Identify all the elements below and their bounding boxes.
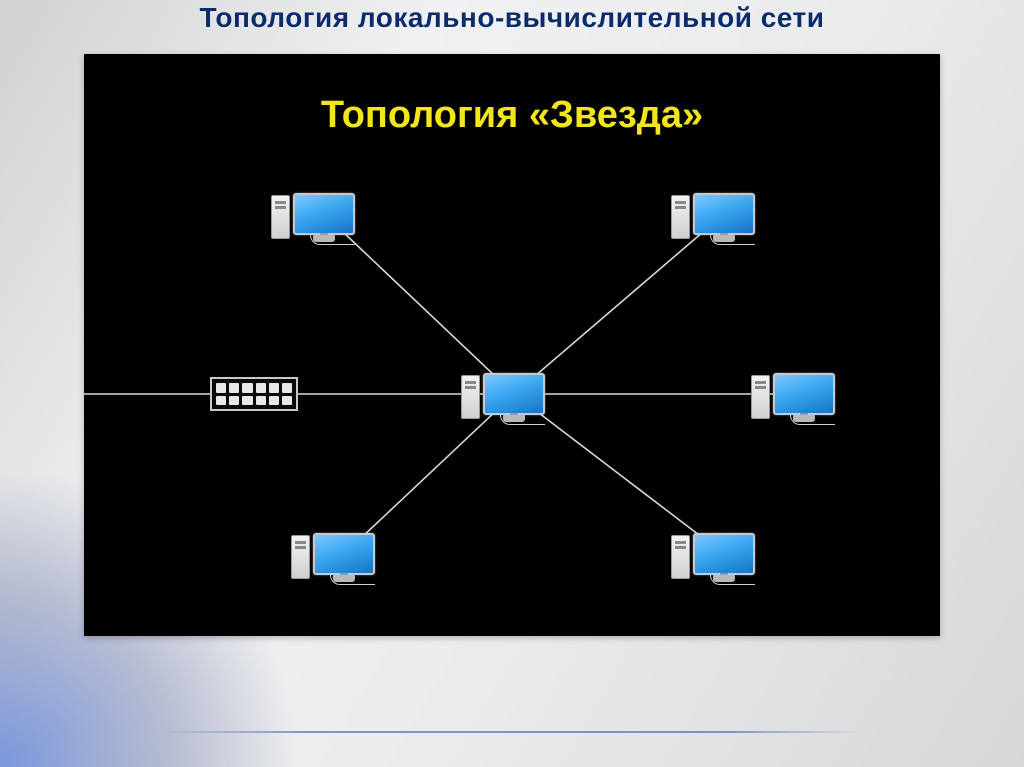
monitor-icon — [693, 193, 755, 235]
computer-node-top-left — [293, 193, 355, 235]
edge-line — [514, 394, 724, 554]
switch-port — [216, 396, 226, 406]
page-title: Топология локально-вычислительной сети — [0, 2, 1024, 34]
tower-icon — [671, 195, 690, 239]
computer-node-bottom-left — [313, 533, 375, 575]
cable-icon — [710, 574, 755, 585]
slide: Топология локально-вычислительной сети Т… — [0, 0, 1024, 767]
switch-port — [282, 383, 292, 393]
switch-node — [210, 377, 298, 411]
switch-port — [242, 383, 252, 393]
footer-divider — [160, 731, 864, 733]
edge-line — [514, 214, 724, 394]
tower-icon — [671, 535, 690, 579]
cable-icon — [790, 414, 835, 425]
cable-icon — [310, 234, 355, 245]
computer-node-top-right — [693, 193, 755, 235]
monitor-icon — [693, 533, 755, 575]
cable-icon — [330, 574, 375, 585]
computer-node-bottom-right — [693, 533, 755, 575]
monitor-icon — [313, 533, 375, 575]
edge-line — [344, 394, 514, 554]
switch-port — [242, 396, 252, 406]
switch-port — [269, 383, 279, 393]
monitor-icon — [773, 373, 835, 415]
tower-icon — [461, 375, 480, 419]
computer-node-hub — [483, 373, 545, 415]
computer-node-mid-right — [773, 373, 835, 415]
tower-icon — [271, 195, 290, 239]
switch-port — [256, 396, 266, 406]
star-topology-diagram: Топология «Звезда» — [84, 54, 940, 636]
monitor-icon — [483, 373, 545, 415]
tower-icon — [291, 535, 310, 579]
topology-edges — [84, 54, 940, 636]
switch-port — [282, 396, 292, 406]
switch-port — [216, 383, 226, 393]
switch-port — [269, 396, 279, 406]
switch-port — [229, 383, 239, 393]
switch-port — [256, 383, 266, 393]
switch-icon — [210, 377, 298, 411]
tower-icon — [751, 375, 770, 419]
monitor-icon — [293, 193, 355, 235]
cable-icon — [500, 414, 545, 425]
cable-icon — [710, 234, 755, 245]
switch-port — [229, 396, 239, 406]
